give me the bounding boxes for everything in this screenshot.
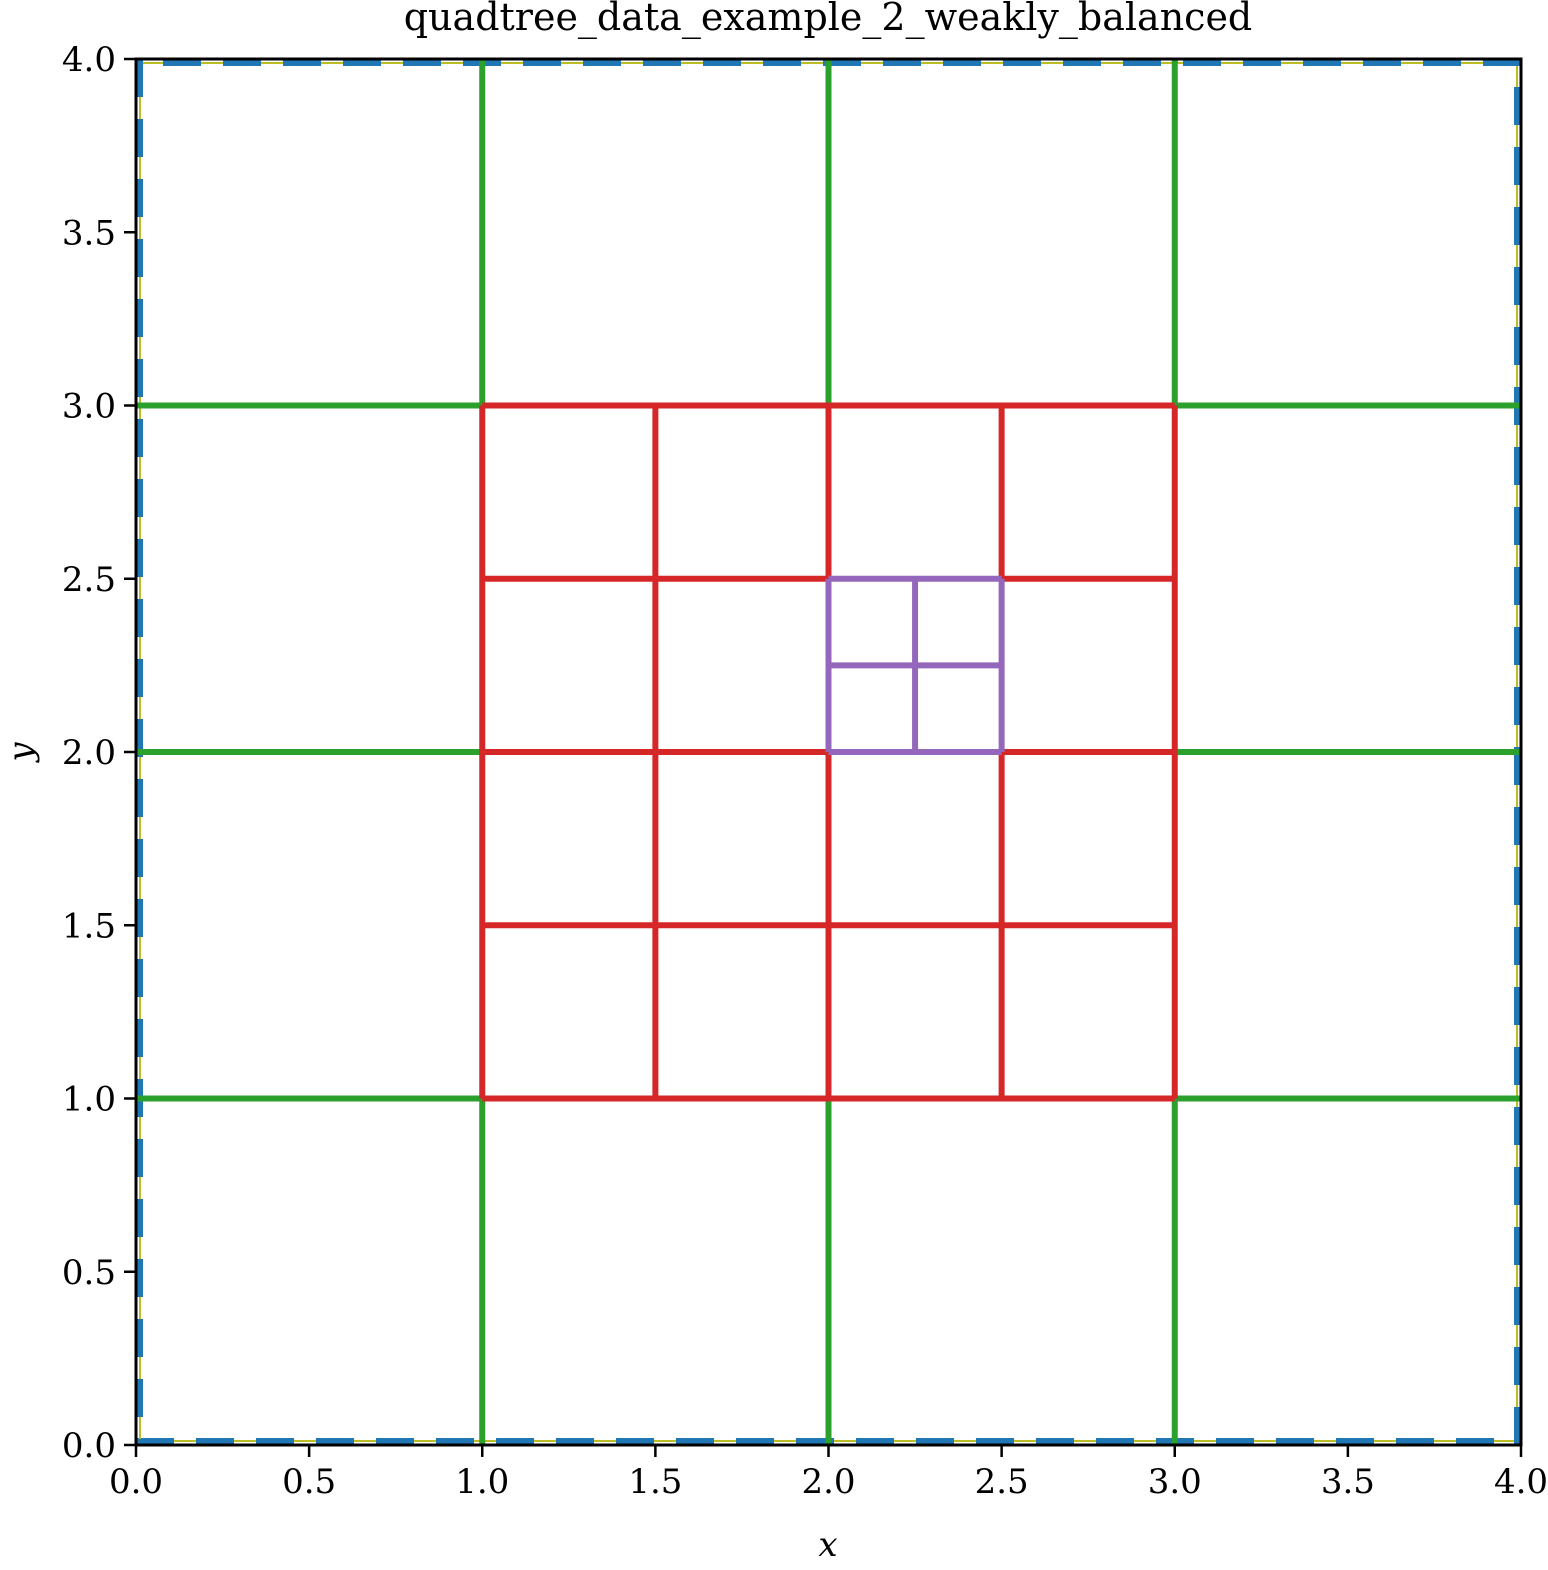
plot-lines — [136, 59, 1521, 1445]
y-axis-label: y — [1, 742, 41, 764]
x-tick-label-8: 4.0 — [1494, 1462, 1548, 1502]
y-tick-label-7: 3.5 — [62, 213, 116, 253]
chart-title: quadtree_data_example_2_weakly_balanced — [404, 0, 1253, 40]
y-tick-label-8: 4.0 — [62, 40, 116, 80]
y-tick-label-5: 2.5 — [62, 560, 116, 600]
x-tick-label-1: 0.5 — [282, 1462, 336, 1502]
x-tick-label-7: 3.5 — [1321, 1462, 1375, 1502]
y-tick-label-4: 2.0 — [62, 733, 116, 773]
y-tick-label-6: 3.0 — [62, 387, 116, 427]
y-tick-label-1: 0.5 — [62, 1253, 116, 1293]
x-tick-label-6: 3.0 — [1148, 1462, 1202, 1502]
x-ticks: 0.0 0.5 1.0 1.5 2.0 2.5 3.0 3.5 4.0 — [109, 1445, 1548, 1502]
x-tick-label-0: 0.0 — [109, 1462, 163, 1502]
x-tick-label-2: 1.0 — [455, 1462, 509, 1502]
y-tick-label-2: 1.0 — [62, 1080, 116, 1120]
x-axis-label: x — [818, 1525, 837, 1565]
y-tick-label-0: 0.0 — [62, 1426, 116, 1466]
y-tick-label-3: 1.5 — [62, 906, 116, 946]
x-tick-label-4: 2.0 — [801, 1462, 855, 1502]
x-tick-label-3: 1.5 — [628, 1462, 682, 1502]
x-tick-label-5: 2.5 — [975, 1462, 1029, 1502]
y-ticks: 0.0 0.5 1.0 1.5 2.0 2.5 3.0 3.5 4.0 — [62, 40, 136, 1466]
